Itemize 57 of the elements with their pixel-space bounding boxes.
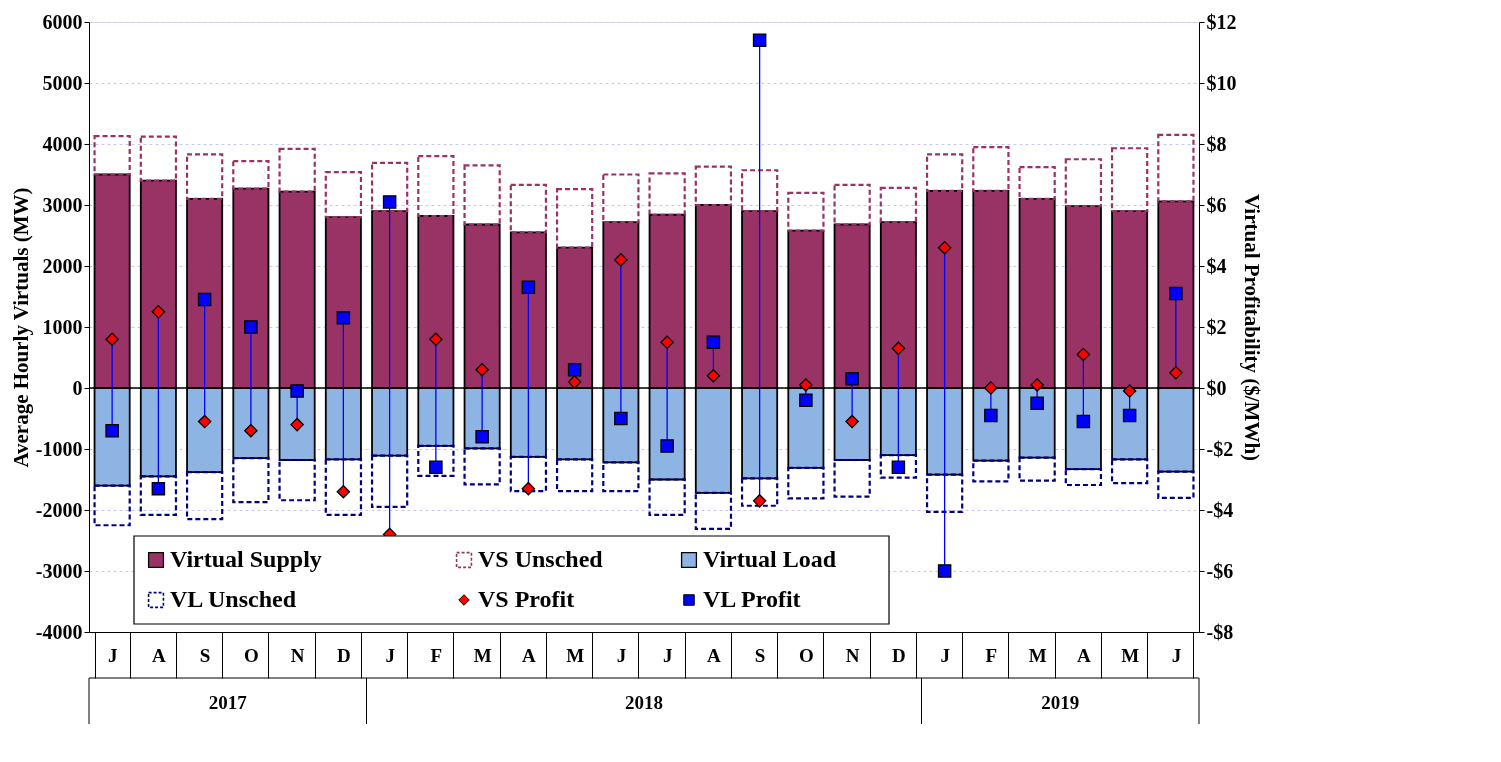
y-tick-label: 3000 [42,193,83,216]
y-tick-label: 5000 [42,71,83,94]
y2-tick-label: $12 [1206,10,1237,33]
x-tick-label: A [522,644,537,666]
y2-tick-label: -$8 [1206,620,1234,643]
y2-tick-label: $4 [1206,254,1227,277]
y-tick-label: 0 [72,376,83,399]
text: 2019 [1041,692,1080,713]
x-tick-label: F [985,644,998,666]
x-tick-label: N [290,644,305,666]
x-tick-label: J [385,644,395,666]
y2-tick-label: $10 [1206,71,1237,94]
x-tick-label: M [473,644,492,666]
x-tick-label: O [798,644,814,666]
y-tick-label: -2000 [35,498,83,521]
x-tick-label: M [566,644,585,666]
x-tick-label: D [892,644,906,666]
text: 2017 [208,692,248,713]
legend-label: Virtual Load [703,546,837,572]
y2-tick-label: $8 [1206,132,1227,155]
legend-label: Virtual Supply [170,546,322,572]
y2-tick-label: -$6 [1206,559,1234,582]
y2-tick-label: $0 [1206,376,1227,399]
legend-label: VS Unsched [478,546,604,572]
x-tick-label: M [1028,644,1047,666]
y-tick-label: 1000 [42,315,83,338]
y-axis-title: Average Hourly Virtuals (MW) [8,187,33,468]
x-tick-label: J [107,644,118,666]
x-tick-label: S [199,644,211,666]
legend-label: VL Unsched [170,586,297,612]
x-tick-label: O [243,644,259,666]
y2-axis-title: Virtual Profitability ($/MWh) [1239,193,1264,462]
x-tick-label: S [754,644,766,666]
y-tick-label: -1000 [35,437,83,460]
x-tick-label: D [337,644,351,666]
x-tick-label: F [430,644,443,666]
text: 2018 [625,692,663,713]
legend-label: VS Profit [478,586,575,612]
y-tick-label: 6000 [42,10,83,33]
y-tick-label: 2000 [42,254,83,277]
x-tick-label: J [616,644,627,666]
y-tick-label: 4000 [42,132,83,155]
x-tick-label: J [662,644,673,666]
x-tick-label: N [845,644,860,666]
x-tick-label: J [940,644,950,666]
y2-tick-label: $6 [1206,193,1227,216]
x-tick-label: A [152,644,167,666]
y-tick-label: -3000 [35,559,83,582]
x-tick-label: A [707,644,722,666]
x-tick-label: M [1121,644,1140,666]
y2-tick-label: -$2 [1206,437,1234,460]
x-tick-label: A [1077,644,1092,666]
legend-label: VL Profit [703,586,801,612]
x-tick-label: J [1171,644,1182,666]
y2-tick-label: $2 [1206,315,1227,338]
y-tick-label: -4000 [35,620,83,643]
y2-tick-label: -$4 [1206,498,1234,521]
